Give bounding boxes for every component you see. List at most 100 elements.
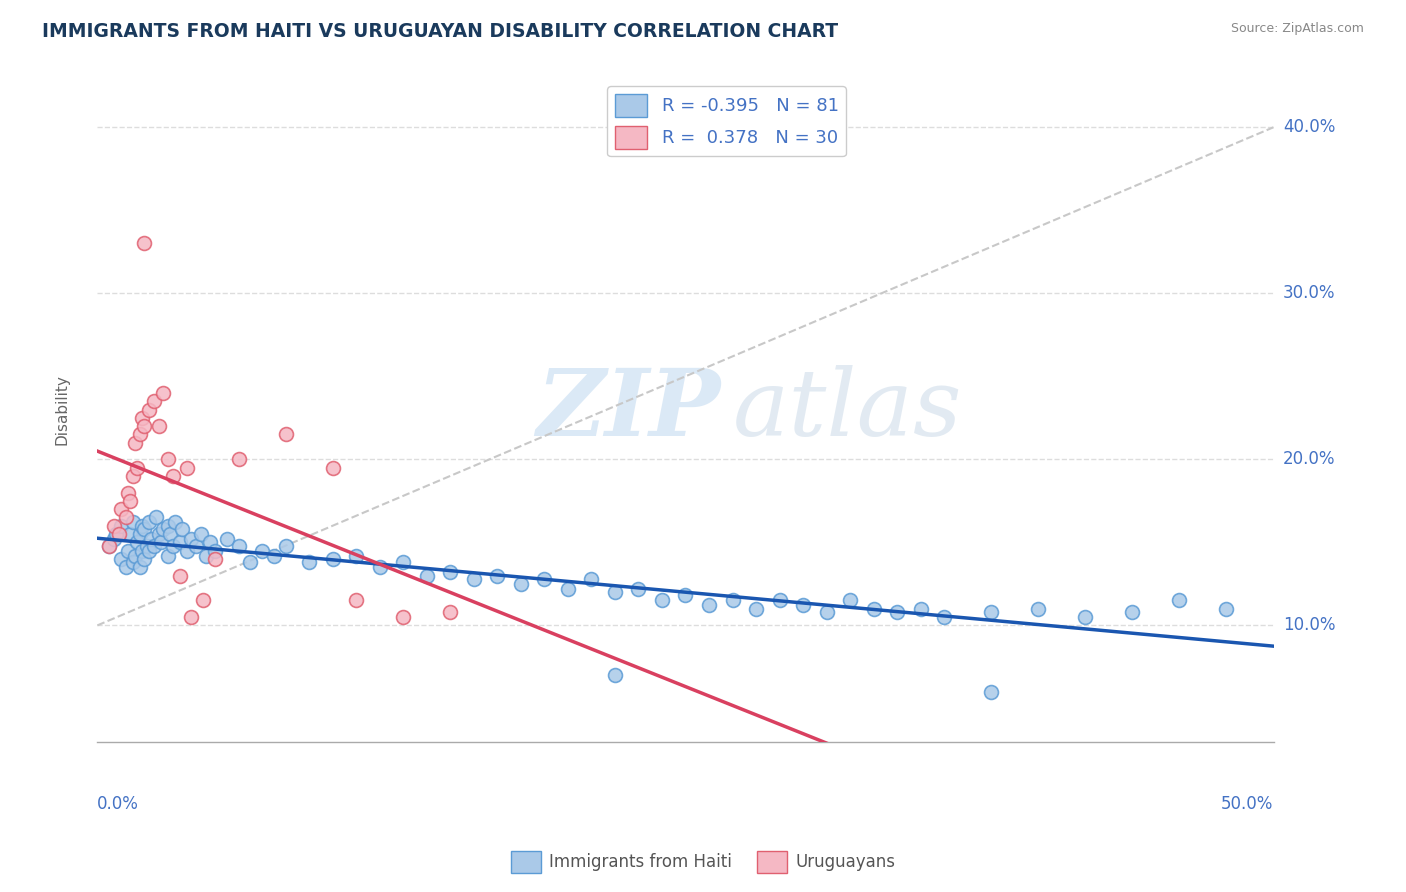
Point bbox=[651, 593, 673, 607]
Point bbox=[128, 560, 150, 574]
Point bbox=[114, 560, 136, 574]
Point bbox=[194, 549, 217, 563]
Point bbox=[274, 427, 297, 442]
Point bbox=[1121, 605, 1143, 619]
Point bbox=[128, 527, 150, 541]
Point bbox=[138, 516, 160, 530]
Point bbox=[768, 593, 790, 607]
Point bbox=[156, 549, 179, 563]
Point bbox=[697, 599, 720, 613]
Point bbox=[204, 552, 226, 566]
Point bbox=[159, 527, 181, 541]
Point bbox=[1168, 593, 1191, 607]
Point bbox=[980, 605, 1002, 619]
Point bbox=[439, 605, 461, 619]
Point bbox=[162, 539, 184, 553]
Point bbox=[533, 572, 555, 586]
Point bbox=[114, 510, 136, 524]
Legend: Immigrants from Haiti, Uruguayans: Immigrants from Haiti, Uruguayans bbox=[505, 845, 901, 880]
Point bbox=[156, 518, 179, 533]
Point bbox=[627, 582, 650, 596]
Point bbox=[439, 566, 461, 580]
Point bbox=[98, 539, 121, 553]
Point bbox=[121, 516, 143, 530]
Point bbox=[127, 535, 149, 549]
Point bbox=[121, 555, 143, 569]
Point bbox=[103, 518, 125, 533]
Point bbox=[1215, 601, 1237, 615]
Point bbox=[190, 527, 212, 541]
Point bbox=[131, 543, 153, 558]
Text: 40.0%: 40.0% bbox=[1282, 119, 1336, 136]
Point bbox=[98, 539, 121, 553]
Point bbox=[886, 605, 908, 619]
Point bbox=[368, 560, 391, 574]
Point bbox=[110, 502, 132, 516]
Point bbox=[322, 552, 344, 566]
Point bbox=[117, 543, 139, 558]
Point bbox=[134, 236, 156, 251]
Point bbox=[121, 469, 143, 483]
Point bbox=[105, 527, 128, 541]
Point bbox=[581, 572, 603, 586]
Point bbox=[792, 599, 814, 613]
Point bbox=[1026, 601, 1049, 615]
Point bbox=[815, 605, 838, 619]
Text: 50.0%: 50.0% bbox=[1222, 795, 1274, 813]
Point bbox=[228, 452, 250, 467]
Point bbox=[250, 543, 273, 558]
Point bbox=[980, 685, 1002, 699]
Point bbox=[344, 549, 367, 563]
Point bbox=[463, 572, 485, 586]
Point bbox=[180, 532, 202, 546]
Point bbox=[149, 535, 172, 549]
Point bbox=[103, 532, 125, 546]
Point bbox=[131, 410, 153, 425]
Point bbox=[344, 593, 367, 607]
Point bbox=[131, 518, 153, 533]
Point bbox=[298, 555, 321, 569]
Point bbox=[1074, 610, 1097, 624]
Point bbox=[148, 527, 170, 541]
Point bbox=[180, 610, 202, 624]
Point bbox=[486, 568, 509, 582]
Text: 0.0%: 0.0% bbox=[97, 795, 139, 813]
Point bbox=[120, 527, 142, 541]
Point bbox=[392, 555, 415, 569]
Point bbox=[322, 460, 344, 475]
Point bbox=[128, 427, 150, 442]
Point bbox=[745, 601, 768, 615]
Point bbox=[415, 568, 437, 582]
Point bbox=[557, 582, 579, 596]
Point bbox=[163, 516, 186, 530]
Point bbox=[138, 543, 160, 558]
Point bbox=[263, 549, 285, 563]
Text: ZIP: ZIP bbox=[537, 365, 721, 455]
Text: 20.0%: 20.0% bbox=[1282, 450, 1336, 468]
Point bbox=[839, 593, 862, 607]
Point bbox=[204, 543, 226, 558]
Text: 10.0%: 10.0% bbox=[1282, 616, 1336, 634]
Text: atlas: atlas bbox=[733, 365, 962, 455]
Point bbox=[156, 452, 179, 467]
Point bbox=[169, 568, 191, 582]
Point bbox=[675, 589, 697, 603]
Point bbox=[170, 522, 193, 536]
Legend: R = -0.395   N = 81, R =  0.378   N = 30: R = -0.395 N = 81, R = 0.378 N = 30 bbox=[607, 87, 846, 156]
Point bbox=[910, 601, 932, 615]
Point bbox=[127, 460, 149, 475]
Point bbox=[862, 601, 884, 615]
Point bbox=[124, 435, 146, 450]
Point bbox=[124, 549, 146, 563]
Point bbox=[141, 532, 163, 546]
Point bbox=[176, 460, 198, 475]
Point bbox=[142, 539, 165, 553]
Point bbox=[138, 402, 160, 417]
Point bbox=[134, 552, 156, 566]
Point bbox=[239, 555, 262, 569]
Point bbox=[110, 518, 132, 533]
Point bbox=[152, 385, 174, 400]
Point bbox=[152, 522, 174, 536]
Text: IMMIGRANTS FROM HAITI VS URUGUAYAN DISABILITY CORRELATION CHART: IMMIGRANTS FROM HAITI VS URUGUAYAN DISAB… bbox=[42, 22, 838, 41]
Point bbox=[134, 419, 156, 434]
